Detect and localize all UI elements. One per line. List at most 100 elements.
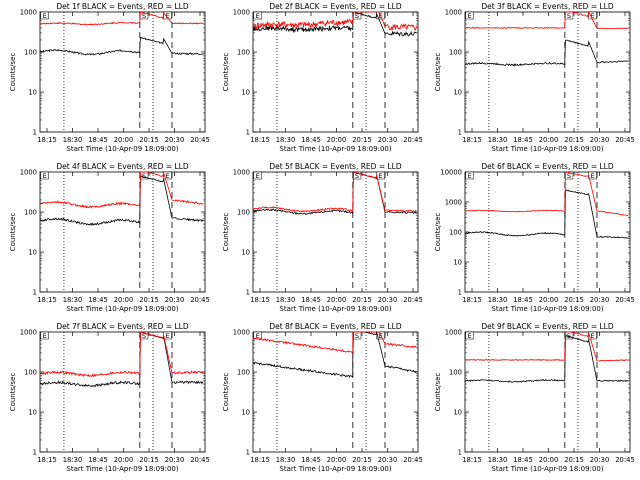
y-tick-label: 100 xyxy=(24,48,37,56)
chart-panel-4: Det 4f BLACK = Events, RED = LLD 1 10 100 10… xyxy=(9,162,210,313)
x-tick-label: 20:30 xyxy=(378,136,398,144)
plot-frame xyxy=(252,171,419,293)
y-axis-label: Counts/sec xyxy=(434,53,442,92)
y-axis-label: Counts/sec xyxy=(9,53,17,92)
x-tick-label: 20:30 xyxy=(165,456,185,464)
x-tick-label: 20:30 xyxy=(378,296,398,304)
x-tick-label: 18:30 xyxy=(63,296,83,304)
y-tick-label: 10 xyxy=(28,408,37,416)
y-tick-label: 10 xyxy=(28,248,37,256)
x-tick-label: 20:00 xyxy=(327,456,347,464)
x-tick-label: 20:45 xyxy=(190,136,210,144)
x-tick-label: 18:45 xyxy=(88,296,108,304)
y-tick-label: 10 xyxy=(453,408,462,416)
plot-frame xyxy=(39,171,206,293)
y-tick-label: 1000 xyxy=(20,8,37,16)
y-tick-label: 1 xyxy=(246,288,250,296)
event-marker-label: S xyxy=(142,172,146,180)
x-tick-label: 20:45 xyxy=(190,456,210,464)
events-series-line xyxy=(464,189,629,239)
events-series-line xyxy=(252,11,417,37)
y-tick-label: 1000 xyxy=(445,328,462,336)
plot-frame xyxy=(464,331,631,453)
chart-title: Det 5f BLACK = Events, RED = LLD xyxy=(269,162,402,171)
y-tick-label: 10 xyxy=(453,258,462,266)
chart-panel-7: Det 7f BLACK = Events, RED = LLD 1 10 100 10… xyxy=(9,322,210,473)
y-tick-label: 10 xyxy=(241,88,250,96)
event-marker-box xyxy=(40,331,49,340)
event-marker-box xyxy=(253,11,262,20)
y-tick-label: 1 xyxy=(33,128,37,136)
x-tick-label: 20:30 xyxy=(378,456,398,464)
chart-panel-9: Det 9f BLACK = Events, RED = LLD 1 10 100 10… xyxy=(434,322,635,473)
x-axis-label: Start Time (10-Apr-09 18:09:00) xyxy=(66,145,178,153)
event-marker-label: S xyxy=(355,12,359,20)
lld-series-line xyxy=(39,11,204,26)
y-tick-label: 100 xyxy=(24,208,37,216)
y-axis-label: Counts/sec xyxy=(222,213,230,252)
x-tick-label: 20:00 xyxy=(114,456,134,464)
y-tick-label: 100 xyxy=(449,228,462,236)
x-tick-label: 18:15 xyxy=(462,296,482,304)
x-tick-label: 20:45 xyxy=(403,456,423,464)
x-tick-label: 18:30 xyxy=(276,296,296,304)
events-series-line xyxy=(39,175,204,227)
y-tick-label: 1000 xyxy=(233,8,250,16)
event-marker-box xyxy=(163,171,172,180)
x-tick-label: 18:45 xyxy=(301,296,321,304)
x-tick-label: 18:15 xyxy=(250,456,270,464)
event-marker-box xyxy=(564,171,574,180)
x-tick-label: 20:45 xyxy=(615,456,635,464)
event-marker-label: S xyxy=(567,172,571,180)
x-tick-label: 20:30 xyxy=(165,136,185,144)
event-marker-label: E xyxy=(379,332,383,340)
x-tick-label: 20:45 xyxy=(190,296,210,304)
x-tick-label: 20:15 xyxy=(352,296,372,304)
event-marker-box xyxy=(40,11,49,20)
chart-panel-2: Det 2f BLACK = Events, RED = LLD 1 10 100 10… xyxy=(222,2,423,153)
chart-title: Det 1f BLACK = Events, RED = LLD xyxy=(56,2,189,11)
x-tick-label: 18:15 xyxy=(462,136,482,144)
event-marker-label: E xyxy=(468,332,472,340)
x-tick-label: 18:30 xyxy=(63,456,83,464)
events-series-line xyxy=(252,170,417,215)
event-marker-box xyxy=(465,331,474,340)
event-marker-label: E xyxy=(256,332,260,340)
x-tick-label: 18:15 xyxy=(37,456,57,464)
y-tick-label: 100 xyxy=(24,368,37,376)
x-tick-label: 20:00 xyxy=(539,296,559,304)
y-tick-label: 1000 xyxy=(445,198,462,206)
lld-series-line xyxy=(464,10,629,30)
y-tick-label: 100 xyxy=(449,368,462,376)
plot-frame xyxy=(39,11,206,133)
y-tick-label: 1 xyxy=(458,448,462,456)
x-tick-label: 20:00 xyxy=(114,136,134,144)
event-marker-label: E xyxy=(43,172,47,180)
lld-series-line xyxy=(464,331,629,362)
x-tick-label: 20:30 xyxy=(590,136,610,144)
x-tick-label: 20:00 xyxy=(327,136,347,144)
y-axis-label: Counts/sec xyxy=(222,373,230,412)
x-tick-label: 20:15 xyxy=(564,136,584,144)
x-tick-label: 18:15 xyxy=(462,456,482,464)
x-tick-label: 20:00 xyxy=(327,296,347,304)
y-tick-label: 10000 xyxy=(440,168,462,176)
event-marker-box xyxy=(465,171,474,180)
event-marker-label: E xyxy=(166,332,170,340)
x-tick-label: 20:00 xyxy=(114,296,134,304)
chart-panel-8: Det 8f BLACK = Events, RED = LLD 1 10 100 10… xyxy=(222,322,423,473)
y-tick-label: 1 xyxy=(458,128,462,136)
events-series-line xyxy=(39,331,204,388)
chart-title: Det 6f BLACK = Events, RED = LLD xyxy=(481,162,614,171)
lld-series-line xyxy=(252,171,417,213)
x-axis-label: Start Time (10-Apr-09 18:09:00) xyxy=(279,465,391,473)
y-tick-label: 10 xyxy=(241,248,250,256)
event-marker-label: E xyxy=(256,12,260,20)
event-marker-label: E xyxy=(43,12,47,20)
event-marker-label: S xyxy=(567,12,571,20)
event-marker-box xyxy=(465,11,474,20)
y-tick-label: 100 xyxy=(237,368,250,376)
y-tick-label: 100 xyxy=(237,48,250,56)
x-tick-label: 20:00 xyxy=(539,136,559,144)
